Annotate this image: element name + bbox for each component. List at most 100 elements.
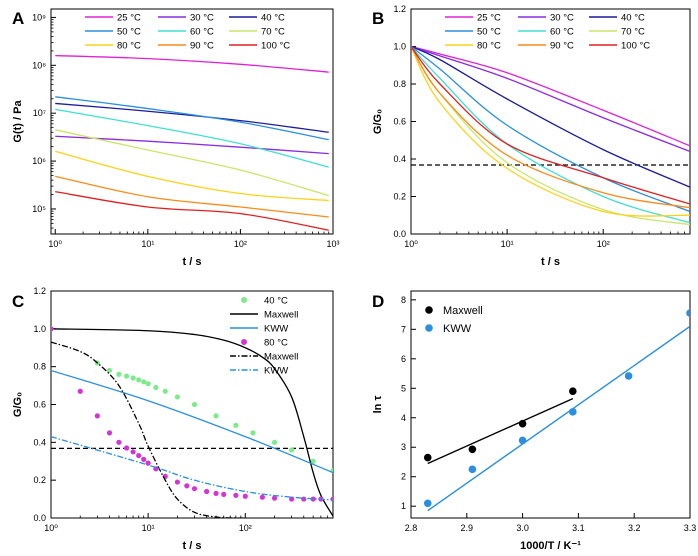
data-point <box>123 373 130 379</box>
data-point <box>51 326 54 332</box>
legend-label: 40 °C <box>261 13 285 24</box>
data-point <box>153 384 159 391</box>
data-point <box>136 452 142 459</box>
y-tick-label: 0.8 <box>393 79 406 89</box>
legend-label: KWW <box>443 323 472 335</box>
series-line-30-c <box>411 45 690 153</box>
fit-line <box>427 325 690 512</box>
series-line-80-c <box>55 150 329 202</box>
data-point <box>569 387 577 396</box>
series-line-100-c <box>411 46 690 205</box>
data-point <box>271 439 278 445</box>
series-line-90-c <box>411 46 690 209</box>
legend-label: 90 °C <box>550 41 574 52</box>
data-point <box>468 445 477 454</box>
y-tick-label: 0.0 <box>393 229 406 239</box>
data-point <box>686 309 690 317</box>
legend-label: 60 °C <box>190 27 214 38</box>
y-tick-label: 0.6 <box>393 117 406 127</box>
data-point <box>310 458 316 464</box>
series-line-25-c <box>55 54 329 73</box>
data-point <box>162 473 168 479</box>
x-tick-label: 10² <box>234 239 247 249</box>
data-point <box>145 381 151 387</box>
x-tick-label: 3.3 <box>684 523 697 533</box>
legend-label: Maxwell <box>443 305 483 317</box>
series-line-maxwell <box>51 341 246 518</box>
legend-label: 70 °C <box>621 27 645 38</box>
x-tick-label: 2.9 <box>461 523 474 533</box>
data-point <box>191 401 198 408</box>
data-point <box>213 490 219 497</box>
data-point <box>233 492 239 498</box>
y-tick-label: 4 <box>401 413 406 423</box>
plot-area <box>51 326 333 518</box>
legend-swatch <box>425 306 433 314</box>
y-tick-label: 10⁶ <box>32 156 46 166</box>
y-tick-label: 10⁵ <box>32 204 46 214</box>
data-point <box>301 496 307 502</box>
data-point <box>141 456 147 462</box>
panel-letter: B <box>372 9 384 28</box>
fit-line <box>427 397 574 465</box>
x-tick-label: 2.8 <box>405 523 418 533</box>
x-tick-label: 10¹ <box>141 239 154 249</box>
data-point <box>233 422 239 428</box>
data-point <box>162 388 168 394</box>
legend-label: Maxwell <box>264 310 298 321</box>
series-line-40-c <box>411 45 690 188</box>
panel-b: B 10⁰ 10¹ 10² 0.0 0.2 0.4 0.6 0.8 1.0 1.2 t / s G/G₀… <box>372 4 691 268</box>
data-point <box>191 486 198 492</box>
data-point <box>123 445 130 451</box>
x-axis-label: 1000/T / K⁻¹ <box>520 540 581 552</box>
series-line-kww <box>51 369 333 474</box>
y-tick-label: 2 <box>401 472 406 482</box>
data-point <box>184 483 190 489</box>
y-tick-label: 0.8 <box>33 362 46 372</box>
legend-label: 70 °C <box>261 27 285 38</box>
data-point <box>116 439 122 445</box>
data-point <box>330 496 333 502</box>
series-line-80-c <box>411 46 690 217</box>
x-tick-label: 10¹ <box>501 239 514 249</box>
plot-area <box>411 45 690 226</box>
series-line-90-c <box>55 175 329 218</box>
y-tick-label: 1 <box>401 501 406 511</box>
legend-label: Maxwell <box>264 352 298 363</box>
data-point <box>141 379 147 385</box>
x-axis-label: t / s <box>541 256 560 268</box>
x-tick-label: 10⁰ <box>44 523 58 533</box>
legend-label: 40 °C <box>621 13 645 24</box>
series-line-70-c <box>55 129 329 197</box>
legend: 25 °C 30 °C 40 °C 50 °C 60 °C 70 °C 80 °C 90 °C… <box>85 13 290 52</box>
legend-swatch <box>425 324 433 332</box>
series-line-60-c <box>55 108 329 168</box>
y-tick-label: 0.0 <box>33 513 46 523</box>
data-point <box>94 413 100 419</box>
data-point <box>130 375 136 381</box>
plot-area <box>55 54 329 231</box>
legend-swatch <box>241 339 247 345</box>
y-tick-label: 10⁹ <box>32 12 46 22</box>
y-tick-label: 1.2 <box>393 4 406 14</box>
x-tick-label: 3.1 <box>572 523 585 533</box>
data-point <box>569 408 577 416</box>
legend-label: 80 °C <box>477 41 501 52</box>
data-point <box>624 372 633 380</box>
legend-swatch <box>241 297 247 303</box>
legend-label: 100 °C <box>621 41 650 52</box>
series-line-50-c <box>411 45 690 213</box>
data-point <box>116 371 122 377</box>
panel-a: A 10⁰ 10¹ 10² 10³ 10⁵ 10⁶ 10⁷ 10⁸ 10⁹ t / s G(t) / … <box>12 8 340 268</box>
series-line-50-c <box>55 96 329 141</box>
y-tick-label: 6 <box>401 354 406 364</box>
y-tick-label: 10⁸ <box>32 60 46 70</box>
legend-label: 30 °C <box>190 13 214 24</box>
panel-c: C 10⁰ 10¹ 10² 0.0 0.2 0.4 0.6 0.8 1.0 1.2 t / s G/G₀… <box>12 286 334 552</box>
series-line-25-c <box>411 45 690 147</box>
x-tick-label: 10¹ <box>142 523 155 533</box>
x-axis-label: t / s <box>183 256 202 268</box>
legend-label: KWW <box>264 324 288 335</box>
y-tick-label: 5 <box>401 383 406 393</box>
legend-label: 25 °C <box>117 13 141 24</box>
